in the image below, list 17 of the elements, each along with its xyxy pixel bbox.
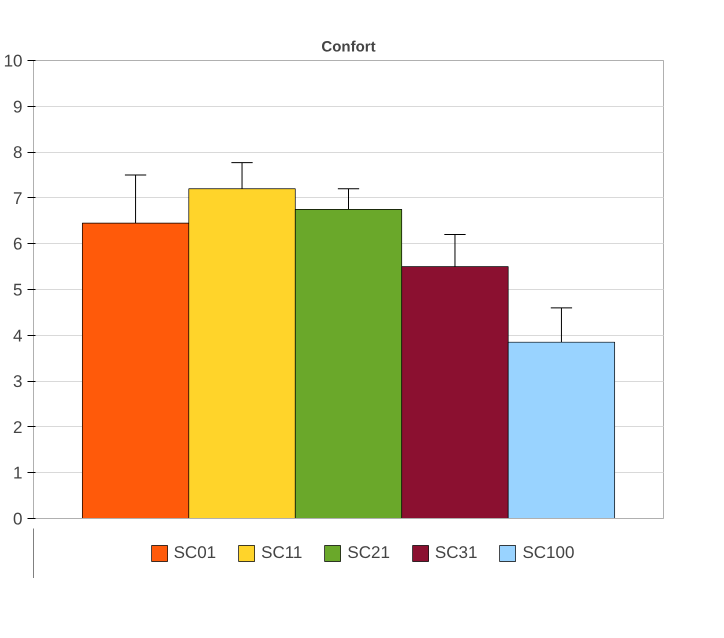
y-tick-label: 3 xyxy=(13,372,23,392)
chart-title: Confort xyxy=(321,38,376,56)
legend-label: SC21 xyxy=(347,543,390,563)
y-tick-label: 4 xyxy=(13,326,23,346)
legend-label: SC11 xyxy=(261,543,302,563)
y-tick-label: 2 xyxy=(13,418,23,437)
y-tick-label: 5 xyxy=(13,280,23,300)
y-tick-label: 8 xyxy=(13,143,23,162)
y-tick-label: 7 xyxy=(13,188,23,208)
legend-label: SC31 xyxy=(434,543,478,563)
y-tick-label: 1 xyxy=(13,464,23,483)
legend-label: SC01 xyxy=(174,543,216,563)
legend-label: SC100 xyxy=(522,543,574,563)
y-tick-label: 10 xyxy=(4,52,23,70)
y-tick-label: 0 xyxy=(13,510,23,528)
y-tick-label: 6 xyxy=(13,234,23,254)
y-tick-label: 9 xyxy=(13,97,23,116)
